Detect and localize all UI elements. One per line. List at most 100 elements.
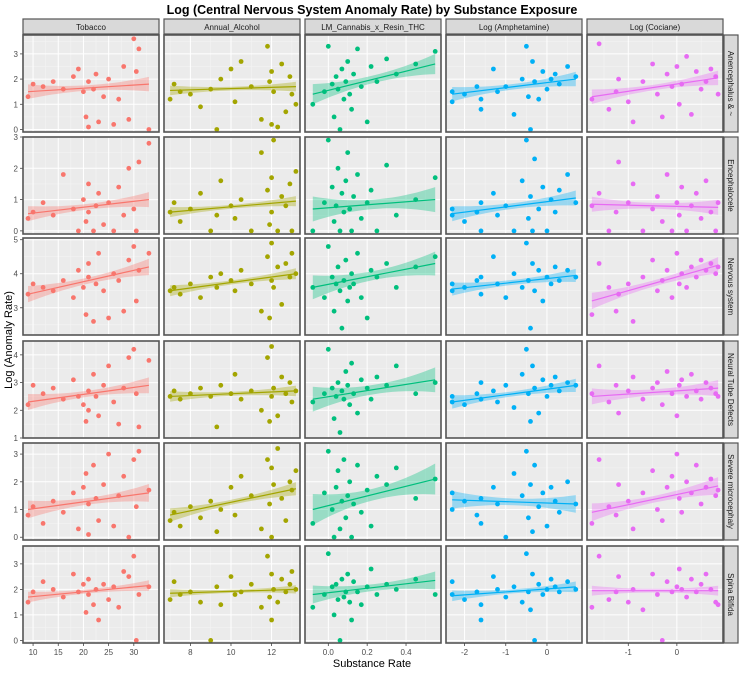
data-point: [248, 388, 254, 394]
panel-border: [445, 34, 583, 133]
data-point: [532, 156, 537, 162]
data-point: [528, 127, 533, 132]
data-point: [345, 150, 351, 156]
data-point: [83, 610, 89, 615]
data-point: [640, 79, 646, 84]
data-point: [232, 512, 238, 518]
data-point: [351, 281, 356, 287]
data-point: [188, 281, 193, 287]
panel-plot-area: [449, 346, 579, 424]
panel-border: [586, 237, 724, 336]
data-point: [684, 394, 689, 399]
regression-line: [27, 584, 149, 598]
data-point: [355, 462, 360, 468]
data-point: [708, 66, 714, 72]
data-point: [625, 99, 631, 105]
data-point: [248, 581, 254, 587]
data-point: [146, 487, 152, 493]
regression-line: [312, 379, 436, 400]
data-point: [511, 584, 517, 590]
data-point: [351, 194, 356, 199]
data-point: [358, 509, 364, 515]
data-point: [198, 190, 203, 196]
panel-background: [305, 35, 441, 132]
data-point: [596, 457, 602, 462]
facet-panel: [304, 136, 442, 235]
facet-strip-row: [723, 136, 739, 235]
data-point: [214, 127, 220, 132]
data-point: [83, 312, 89, 317]
data-point: [341, 96, 347, 102]
facet-strip-label: Log (Cociane): [630, 23, 681, 32]
data-point: [432, 49, 438, 54]
data-point: [449, 490, 455, 496]
data-point: [526, 391, 531, 397]
data-point: [368, 64, 374, 69]
data-point: [689, 112, 694, 117]
data-point: [289, 250, 295, 256]
y-tick-label: 0: [14, 227, 19, 236]
data-point: [86, 261, 91, 266]
data-point: [565, 267, 570, 273]
data-point: [188, 91, 193, 97]
data-point: [655, 507, 660, 512]
data-point: [374, 274, 380, 280]
data-point: [333, 484, 339, 490]
data-point: [93, 71, 99, 77]
facet-strip-label: Anencephalus & ~: [726, 51, 735, 116]
data-point: [208, 498, 214, 504]
data-point: [333, 74, 339, 79]
data-point: [544, 523, 550, 529]
data-point: [96, 190, 101, 196]
data-point: [355, 410, 360, 416]
data-point: [552, 498, 558, 504]
data-point: [146, 127, 152, 132]
data-point: [335, 380, 341, 385]
facet-panel: [163, 340, 301, 439]
data-point: [650, 61, 655, 67]
data-point: [331, 114, 337, 120]
data-point: [495, 587, 500, 592]
data-point: [432, 380, 438, 385]
data-point: [491, 66, 496, 72]
data-point: [71, 74, 76, 79]
panel-border: [445, 442, 583, 541]
data-point: [218, 602, 224, 608]
y-tick-label: 1: [14, 611, 19, 620]
data-point: [81, 197, 86, 203]
data-point: [478, 200, 484, 206]
data-point: [188, 504, 193, 510]
data-point: [101, 581, 106, 587]
data-point: [532, 288, 537, 294]
data-point: [177, 291, 183, 297]
facet-panel: [304, 237, 442, 336]
data-point: [93, 394, 99, 399]
data-point: [40, 84, 46, 89]
data-point: [640, 396, 646, 402]
panel-border: [163, 442, 301, 541]
data-point: [76, 228, 81, 234]
data-point: [283, 391, 289, 397]
data-point: [337, 526, 343, 532]
data-point: [267, 79, 272, 84]
data-point: [126, 165, 132, 171]
data-point: [596, 41, 602, 47]
data-point: [287, 581, 293, 587]
data-point: [238, 59, 244, 64]
data-point: [674, 250, 680, 256]
facet-strip-row: [723, 237, 739, 336]
regression-line: [591, 387, 719, 398]
data-point: [322, 200, 327, 206]
facet-strip-label: Annual_Alcohol: [204, 23, 260, 32]
panel-border: [163, 340, 301, 439]
data-point: [40, 521, 46, 526]
data-point: [259, 150, 264, 156]
data-point: [335, 597, 341, 602]
x-tick-label: -1: [502, 648, 510, 657]
data-point: [674, 200, 680, 206]
data-point: [449, 89, 455, 95]
data-point: [111, 122, 117, 127]
data-point: [331, 534, 337, 540]
facet-strip-label: Encephalocele: [726, 159, 735, 212]
data-point: [374, 473, 380, 479]
